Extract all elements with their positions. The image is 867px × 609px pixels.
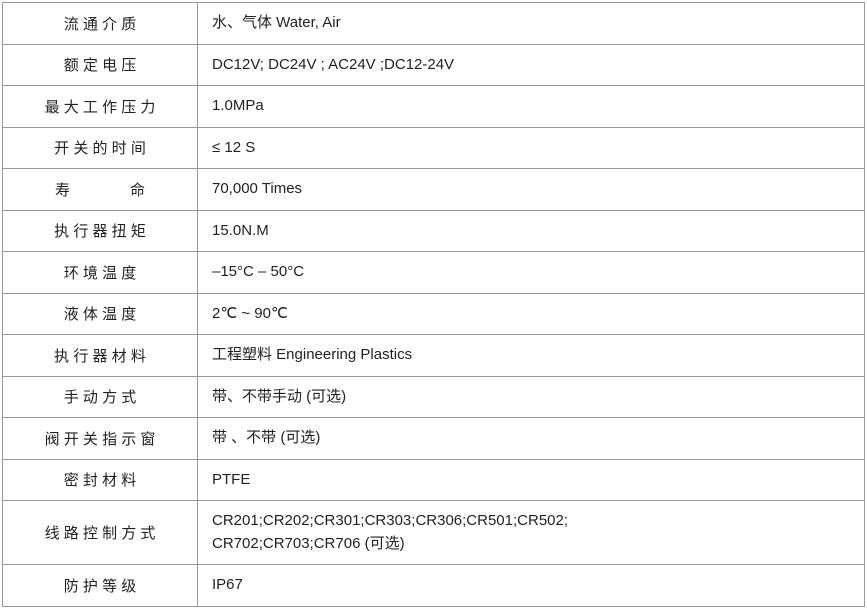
spec-value: DC12V; DC24V ; AC24V ;DC12-24V [198, 44, 865, 86]
table-row: 液 体 温 度2℃ ~ 90℃ [3, 293, 865, 335]
spec-label: 线 路 控 制 方 式 [3, 501, 198, 565]
spec-value: CR201;CR202;CR301;CR303;CR306;CR501;CR50… [198, 501, 865, 565]
table-row: 执 行 器 扭 矩15.0N.M [3, 210, 865, 252]
spec-label: 密 封 材 料 [3, 459, 198, 501]
spec-value: 带、不带手动 (可选) [198, 376, 865, 418]
table-row: 开 关 的 时 间≤ 12 S [3, 127, 865, 169]
spec-label: 液 体 温 度 [3, 293, 198, 335]
spec-label: 最 大 工 作 压 力 [3, 86, 198, 128]
table-row: 防 护 等 级IP67 [3, 565, 865, 607]
spec-value: 带 、不带 (可选) [198, 418, 865, 460]
table-row: 密 封 材 料PTFE [3, 459, 865, 501]
spec-label: 环 境 温 度 [3, 252, 198, 294]
spec-label: 额 定 电 压 [3, 44, 198, 86]
table-row: 线 路 控 制 方 式CR201;CR202;CR301;CR303;CR306… [3, 501, 865, 565]
table-row: 阀 开 关 指 示 窗带 、不带 (可选) [3, 418, 865, 460]
spec-value: 水、气体 Water, Air [198, 3, 865, 45]
spec-value: 工程塑料 Engineering Plastics [198, 335, 865, 377]
table-row: 寿 命70,000 Times [3, 169, 865, 211]
spec-label: 阀 开 关 指 示 窗 [3, 418, 198, 460]
spec-label: 执 行 器 材 料 [3, 335, 198, 377]
spec-label: 手 动 方 式 [3, 376, 198, 418]
spec-table-body: 流 通 介 质水、气体 Water, Air额 定 电 压DC12V; DC24… [3, 3, 865, 607]
spec-value: IP67 [198, 565, 865, 607]
spec-table: 流 通 介 质水、气体 Water, Air额 定 电 压DC12V; DC24… [2, 2, 865, 607]
spec-label: 流 通 介 质 [3, 3, 198, 45]
table-row: 手 动 方 式带、不带手动 (可选) [3, 376, 865, 418]
spec-label: 执 行 器 扭 矩 [3, 210, 198, 252]
spec-value: PTFE [198, 459, 865, 501]
table-row: 最 大 工 作 压 力1.0MPa [3, 86, 865, 128]
spec-value: –15°C – 50°C [198, 252, 865, 294]
spec-value: 2℃ ~ 90℃ [198, 293, 865, 335]
spec-label: 寿 命 [3, 169, 198, 211]
spec-value: 15.0N.M [198, 210, 865, 252]
table-row: 环 境 温 度–15°C – 50°C [3, 252, 865, 294]
table-row: 额 定 电 压DC12V; DC24V ; AC24V ;DC12-24V [3, 44, 865, 86]
spec-value: ≤ 12 S [198, 127, 865, 169]
spec-value: 70,000 Times [198, 169, 865, 211]
spec-label: 防 护 等 级 [3, 565, 198, 607]
table-row: 执 行 器 材 料工程塑料 Engineering Plastics [3, 335, 865, 377]
spec-value: 1.0MPa [198, 86, 865, 128]
spec-label: 开 关 的 时 间 [3, 127, 198, 169]
table-row: 流 通 介 质水、气体 Water, Air [3, 3, 865, 45]
